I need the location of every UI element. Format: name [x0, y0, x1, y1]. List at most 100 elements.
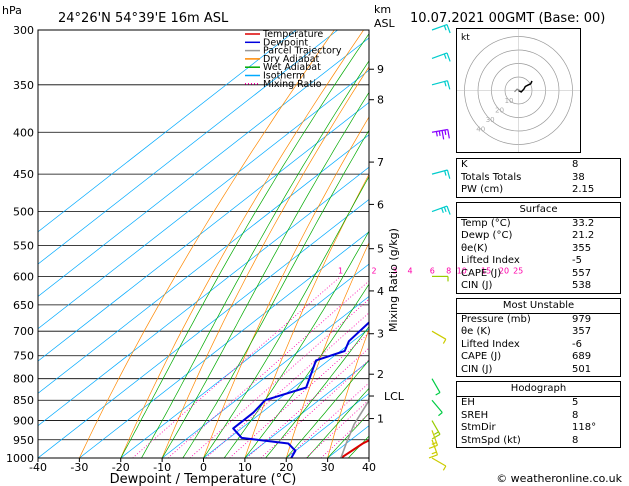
wind-barb: [428, 430, 439, 449]
pressure-tick-label: 900: [13, 415, 34, 428]
mixing-ratio-label: 6: [430, 266, 435, 275]
x-tick-label: -40: [29, 461, 47, 474]
pressure-tick-label: 300: [13, 24, 34, 37]
mixing-ratio-label: 15: [481, 266, 491, 275]
surface-label: Lifted Index: [461, 255, 520, 266]
hodograph-ring-label: 10: [505, 97, 514, 105]
surface-title: Surface: [457, 203, 620, 218]
mixing-ratio-label: 2: [372, 266, 377, 275]
hodograph-table: Hodograph EH 5 SREH 8 StmDir 118° StmSpd (kt) 8: [456, 381, 621, 448]
surface-value: 33.2: [572, 217, 595, 229]
pressure-tick-label: 850: [13, 394, 34, 407]
wind-barb: [431, 399, 443, 417]
mixing-ratio-1: [132, 276, 341, 458]
wind-barb: [431, 420, 441, 440]
hodograph-ring-label: 40: [476, 125, 485, 133]
pressure-tick-label: 650: [13, 299, 34, 312]
wind-barb: [431, 457, 447, 471]
location-title: 24°26'N 54°39'E 16m ASL: [58, 11, 229, 26]
pressure-tick-label: 800: [13, 373, 34, 386]
pressure-tick-label: 600: [13, 270, 34, 283]
surface-row: Temp (°C) 33.2: [457, 218, 620, 231]
legend-entry: Parcel Trajectory: [263, 46, 342, 57]
index-row: Totals Totals 38: [457, 172, 620, 185]
x-tick-label: 10: [238, 461, 252, 474]
pressure-tick-label: 700: [13, 325, 34, 338]
hodograph-ring-label: 30: [486, 116, 495, 124]
x-tick-label: 0: [200, 461, 207, 474]
most-unstable-value: 357: [572, 326, 592, 337]
hodograph-param-value: 5: [572, 397, 579, 408]
valid-time: 10.07.2021 00GMT (Base: 00): [410, 11, 605, 26]
surface-value: 538: [572, 280, 592, 291]
x-axis-title: Dewpoint / Temperature (°C): [110, 472, 297, 486]
km-tick-label: 6: [377, 198, 384, 211]
pressure-tick-label: 950: [13, 434, 34, 447]
pressure-tick-label: 750: [13, 350, 34, 363]
mixing-ratio-label: 4: [408, 266, 413, 275]
most-unstable-row: CAPE (J) 689: [457, 351, 620, 364]
hodograph-param-label: StmSpd (kt): [461, 434, 521, 446]
dry-adiabat--10: [161, 66, 369, 458]
asl-unit-label: ASL: [374, 17, 396, 30]
surface-label: Dewp (°C): [461, 230, 513, 241]
hodograph-param-label: StmDir: [461, 422, 496, 433]
hodograph-param-value: 8: [572, 434, 579, 446]
mixing-ratio-8: [246, 347, 369, 458]
index-label: PW (cm): [461, 184, 504, 195]
most-unstable-label: CAPE (J): [461, 351, 502, 362]
surface-row: θe(K) 355: [457, 243, 620, 256]
km-tick-label: 4: [377, 285, 384, 298]
index-value: 2.15: [572, 184, 595, 195]
most-unstable-label: Pressure (mb): [461, 313, 531, 325]
surface-row: Lifted Index -5: [457, 255, 620, 268]
hodograph-param-row: StmSpd (kt) 8: [457, 435, 620, 448]
x-tick-label: 30: [321, 461, 335, 474]
mixing-ratio-2: [167, 280, 369, 458]
x-tick-label: 40: [362, 461, 376, 474]
isotherm--70: [38, 102, 369, 362]
copyright-footer: © weatheronline.co.uk: [496, 472, 622, 485]
mixing-ratio-label: 25: [513, 266, 523, 275]
wet-adiabat-25: [306, 387, 369, 458]
isotherm--40: [38, 199, 369, 458]
surface-label: Temp (°C): [461, 217, 511, 229]
most-unstable-label: CIN (J): [461, 363, 493, 375]
most-unstable-value: 689: [572, 351, 592, 362]
dry-adiabat-10: [244, 173, 369, 458]
mixing-ratio-6: [229, 332, 369, 458]
surface-value: 21.2: [572, 230, 595, 241]
surface-label: CIN (J): [461, 280, 493, 291]
mixing-ratio-axis-title: Mixing Ratio (g/kg): [387, 228, 400, 332]
index-label: K: [461, 159, 468, 170]
most-unstable-row: θe (K) 357: [457, 326, 620, 339]
wet-adiabat-15: [265, 326, 369, 458]
km-unit-label: km: [374, 3, 391, 16]
x-tick-label: -30: [70, 461, 88, 474]
wet-adiabat--5: [182, 129, 369, 458]
most-unstable-row: Lifted Index -6: [457, 339, 620, 352]
isotherm-0: [203, 328, 369, 458]
isotherm--30: [79, 231, 369, 458]
mixing-ratio-label: 1: [338, 266, 343, 275]
mixing-ratio-20: [305, 399, 369, 458]
km-tick-label: 7: [377, 156, 384, 169]
mixing-ratio-label: 10: [457, 266, 467, 275]
pressure-tick-label: 550: [13, 239, 34, 252]
surface-value: 557: [572, 267, 592, 279]
wind-barb: [431, 169, 451, 179]
wind-barbs: [428, 23, 451, 471]
hodograph-param-label: EH: [461, 397, 475, 408]
isotherm--50: [38, 166, 369, 427]
hodograph-unit: kt: [461, 33, 470, 43]
surface-label: θe(K): [461, 242, 488, 254]
pressure-tick-label: 1000: [6, 452, 34, 465]
wind-barb: [431, 23, 451, 34]
index-row: PW (cm) 2.15: [457, 184, 620, 197]
wet-adiabat-10: [244, 283, 369, 458]
wind-barb: [431, 80, 451, 90]
isotherm--110: [38, 30, 297, 233]
